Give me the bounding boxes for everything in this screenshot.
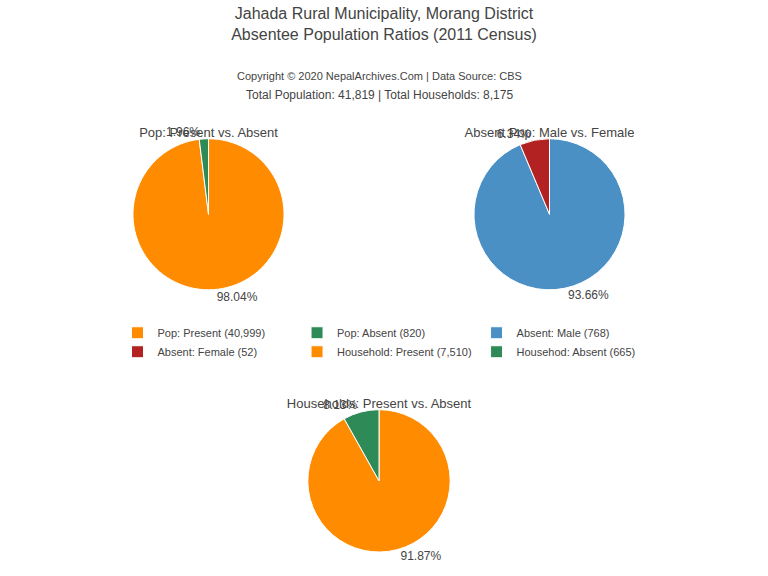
svg-text:Copyright © 2020 NepalArchives: Copyright © 2020 NepalArchives.Com | Dat… bbox=[237, 70, 522, 82]
svg-text:Households: Present vs. Absent: Households: Present vs. Absent bbox=[287, 396, 472, 411]
svg-text:Absent: Male (768): Absent: Male (768) bbox=[517, 327, 610, 339]
svg-text:Pop: Present vs. Absent: Pop: Present vs. Absent bbox=[139, 125, 278, 140]
svg-text:91.87%: 91.87% bbox=[400, 549, 441, 563]
svg-text:Absent: Female (52): Absent: Female (52) bbox=[158, 346, 258, 358]
svg-text:93.66%: 93.66% bbox=[568, 288, 609, 302]
svg-text:Pop: Present (40,999): Pop: Present (40,999) bbox=[158, 327, 266, 339]
svg-text:8.13%: 8.13% bbox=[323, 398, 357, 412]
svg-text:Jahada Rural Municipality, Mor: Jahada Rural Municipality, Morang Distri… bbox=[231, 5, 537, 43]
svg-text:Household: Present (7,510): Household: Present (7,510) bbox=[337, 346, 472, 358]
svg-text:Pop: Absent (820): Pop: Absent (820) bbox=[337, 327, 425, 339]
svg-text:1.96%: 1.96% bbox=[166, 125, 200, 139]
svg-text:Absent Pop: Male vs. Female: Absent Pop: Male vs. Female bbox=[465, 125, 635, 140]
svg-text:Househod: Absent (665): Househod: Absent (665) bbox=[517, 346, 636, 358]
svg-text:Total Population: 41,819 | Tot: Total Population: 41,819 | Total Househo… bbox=[246, 88, 513, 102]
svg-text:6.34%: 6.34% bbox=[497, 127, 531, 141]
svg-text:98.04%: 98.04% bbox=[217, 290, 258, 304]
